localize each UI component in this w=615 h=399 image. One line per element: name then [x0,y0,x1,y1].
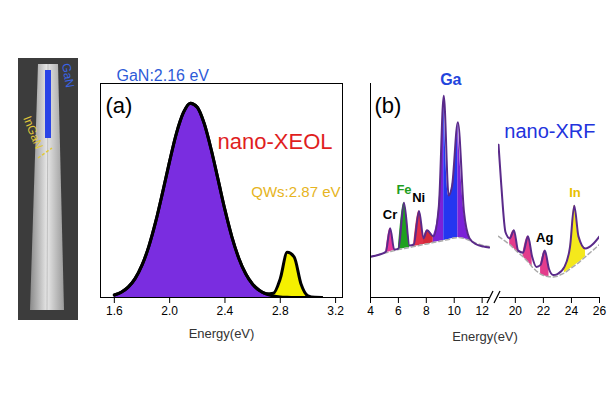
svg-text:20: 20 [509,304,523,318]
svg-text:2.8: 2.8 [272,304,289,318]
svg-text:1.6: 1.6 [106,304,123,318]
svg-text:GaN: GaN [59,62,77,89]
svg-text:Ag: Ag [536,230,553,245]
svg-text:3.2: 3.2 [327,304,344,318]
svg-text:4: 4 [367,304,374,318]
svg-text:nano-XEOL: nano-XEOL [218,129,333,154]
svg-text:Energy(eV): Energy(eV) [189,326,255,341]
svg-text:Ni: Ni [412,190,425,205]
svg-text:6: 6 [395,304,402,318]
html-text:Energy(eV): Energy(eV) [452,329,518,344]
svg-text:12: 12 [475,304,489,318]
svg-text:8: 8 [423,304,430,318]
svg-text:GaN:2.16 eV: GaN:2.16 eV [117,67,210,84]
svg-text:Fe: Fe [396,182,411,197]
svg-text:QWs:2.87 eV: QWs:2.87 eV [251,183,340,200]
svg-text:2.4: 2.4 [217,304,234,318]
svg-text:InGaN: InGaN [20,114,46,151]
svg-text:(a): (a) [106,93,133,118]
svg-text:2.0: 2.0 [161,304,178,318]
svg-text:Cr: Cr [383,207,397,222]
svg-text:24: 24 [565,304,579,318]
svg-text:26: 26 [593,304,607,318]
svg-text:Ga: Ga [440,71,461,88]
svg-text:(b): (b) [375,93,402,118]
svg-text:nano-XRF: nano-XRF [504,120,595,142]
svg-text:22: 22 [537,304,551,318]
svg-text:10: 10 [448,304,462,318]
svg-text:In: In [569,185,581,200]
